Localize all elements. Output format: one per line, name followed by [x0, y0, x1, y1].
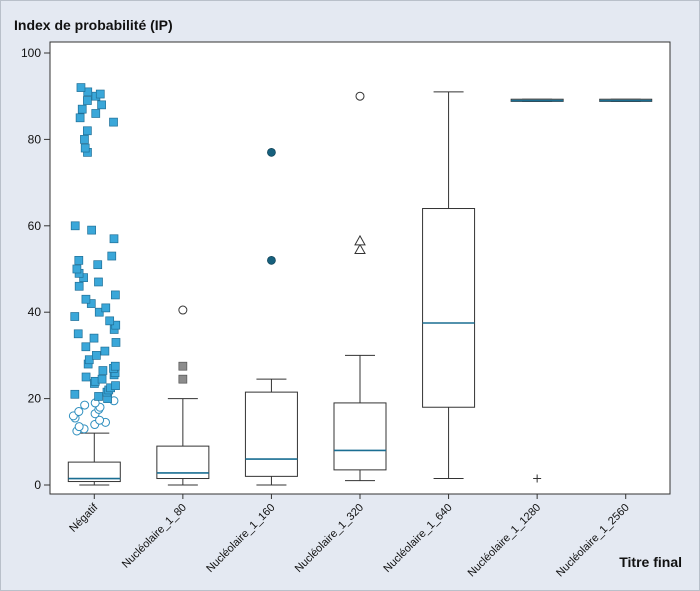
outlier-square [89, 333, 99, 343]
outlier-square [105, 316, 115, 326]
outlier-square [75, 113, 85, 123]
box [244, 391, 298, 477]
outlier-square [87, 225, 96, 235]
outlier-circle [178, 305, 188, 315]
outlier-circle [95, 415, 105, 425]
outlier-square [70, 389, 80, 399]
box [67, 461, 121, 483]
y-tick-label: 0 [34, 478, 41, 492]
outlier-square [82, 126, 92, 136]
box [422, 208, 476, 408]
outlier-square [81, 342, 91, 352]
outlier-circle [80, 400, 90, 410]
outlier-dot [267, 256, 276, 265]
outlier-square [97, 374, 107, 384]
y-tick-label: 40 [28, 305, 42, 319]
outlier-square [178, 361, 188, 371]
y-tick-label: 100 [21, 46, 41, 60]
outlier-square [81, 294, 91, 304]
y-axis-title: Index de probabilité (IP) [14, 17, 173, 33]
outlier-square [74, 256, 84, 265]
x-tick-label: Nucléolaire_1_2560 [554, 502, 632, 580]
outlier-square [111, 290, 120, 300]
outlier-triangle [354, 243, 366, 255]
outlier-circle [355, 91, 365, 101]
outlier-square [83, 96, 92, 105]
outlier-circle [74, 422, 84, 432]
outlier-square [107, 251, 117, 261]
outlier-square [109, 234, 119, 244]
x-tick-label: Nucléolaire_1_320 [293, 502, 366, 575]
outlier-square [110, 361, 120, 371]
y-tick-label: 20 [28, 392, 42, 406]
y-tick-label: 60 [28, 219, 42, 233]
outlier-square [76, 83, 86, 92]
outlier-square [101, 303, 111, 313]
outlier-plus [533, 474, 542, 483]
x-tick-label: Nucléolaire_1_80 [120, 502, 189, 571]
outlier-square [80, 143, 90, 153]
outlier-square [81, 372, 91, 382]
outlier-square [111, 338, 121, 347]
outlier-square [100, 346, 110, 356]
outlier-triangle [354, 234, 366, 246]
outlier-square [94, 277, 103, 287]
x-tick-label: Négatif [67, 501, 101, 535]
outlier-square [98, 366, 108, 375]
outlier-square [70, 221, 80, 231]
outlier-dot [267, 148, 276, 157]
x-tick-label: Nucléolaire_1_640 [381, 502, 454, 575]
outlier-circle [74, 407, 84, 417]
x-axis-title: Titre final [619, 554, 682, 570]
outlier-square [80, 135, 89, 144]
outlier-square [111, 381, 120, 390]
outlier-square [95, 89, 105, 99]
outlier-square [94, 392, 103, 401]
outlier-square [92, 351, 101, 360]
outlier-square [77, 104, 87, 114]
outlier-square [72, 264, 82, 274]
outlier-square [70, 312, 80, 321]
y-tick-label: 80 [28, 132, 42, 146]
outlier-square [97, 100, 106, 110]
outlier-square [74, 281, 84, 291]
outlier-square [93, 260, 103, 270]
x-tick-label: Nucléolaire_1_160 [204, 502, 277, 575]
box [333, 402, 387, 471]
outlier-square [178, 374, 188, 384]
x-tick-label: Nucléolaire_1_1280 [466, 502, 544, 580]
outlier-square [109, 117, 118, 127]
outlier-square [73, 329, 83, 339]
outlier-square [91, 109, 101, 118]
